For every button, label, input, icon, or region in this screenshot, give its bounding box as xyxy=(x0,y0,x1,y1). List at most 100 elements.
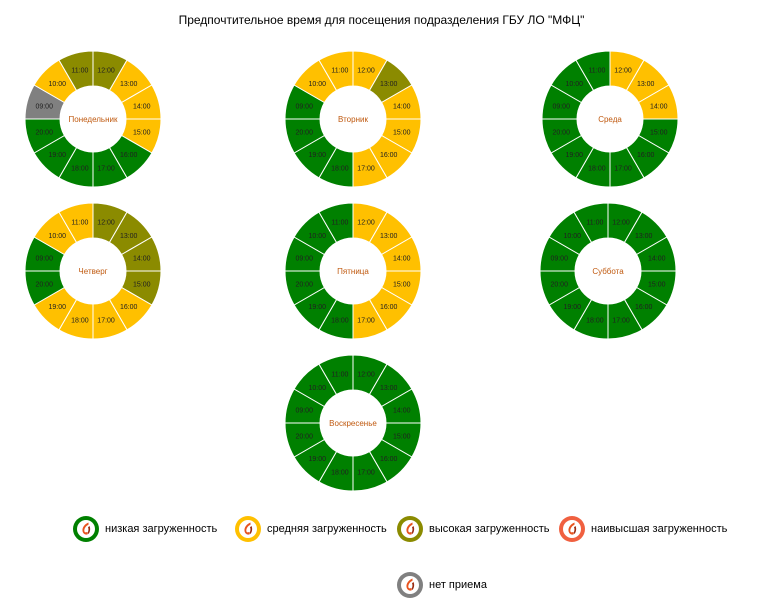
slice-time-label: 15:00 xyxy=(648,282,666,289)
legend-label-low: низкая загруженность xyxy=(105,523,218,535)
slice-time-label: 13:00 xyxy=(380,385,398,392)
slice-time-label: 12:00 xyxy=(357,372,375,379)
day-label: Пятница xyxy=(337,267,369,276)
slice-time-label: 18:00 xyxy=(331,469,349,476)
slice-time-label: 17:00 xyxy=(357,165,375,172)
day-donut-chart: 09:00 10:00 11:00 12:00 13:00 14:00 15:00 16:00… xyxy=(284,202,422,340)
slice-time-label: 11:00 xyxy=(331,372,348,379)
donut-slice xyxy=(24,118,66,154)
slice-time-label: 14:00 xyxy=(393,407,411,414)
slice-time-label: 17:00 xyxy=(97,165,115,172)
slice-time-label: 19:00 xyxy=(309,304,327,311)
legend-item-closed: нет приема xyxy=(395,570,487,600)
slice-time-label: 19:00 xyxy=(49,304,67,311)
slice-time-label: 18:00 xyxy=(331,317,349,324)
slice-time-label: 12:00 xyxy=(357,68,375,75)
slice-time-label: 13:00 xyxy=(120,233,138,240)
slice-time-label: 19:00 xyxy=(566,152,584,159)
donut-slice xyxy=(539,270,581,306)
slice-time-label: 15:00 xyxy=(650,130,668,137)
slice-time-label: 16:00 xyxy=(380,304,398,311)
slice-time-label: 19:00 xyxy=(49,152,67,159)
slice-time-label: 20:00 xyxy=(552,130,570,137)
slice-time-label: 10:00 xyxy=(309,385,327,392)
slice-time-label: 20:00 xyxy=(295,130,313,137)
slice-time-label: 12:00 xyxy=(612,220,630,227)
slice-time-label: 14:00 xyxy=(650,103,668,110)
slice-time-label: 13:00 xyxy=(380,81,398,88)
legend-item-low: низкая загруженность xyxy=(71,514,217,544)
slice-time-label: 13:00 xyxy=(120,81,138,88)
donut-slice xyxy=(541,118,583,154)
slice-time-label: 10:00 xyxy=(309,233,327,240)
legend-label-medium: средняя загруженность xyxy=(267,523,387,535)
slice-time-label: 18:00 xyxy=(331,165,349,172)
slice-time-label: 11:00 xyxy=(331,220,348,227)
slice-time-label: 10:00 xyxy=(49,81,67,88)
slice-time-label: 13:00 xyxy=(380,233,398,240)
slice-time-label: 14:00 xyxy=(133,103,151,110)
slice-time-label: 15:00 xyxy=(393,282,411,289)
legend-item-medium: средняя загруженность xyxy=(233,514,387,544)
slice-time-label: 16:00 xyxy=(635,304,653,311)
slice-time-label: 09:00 xyxy=(295,103,313,110)
slice-time-label: 18:00 xyxy=(71,317,89,324)
slice-time-label: 16:00 xyxy=(120,304,138,311)
slice-time-label: 20:00 xyxy=(35,130,53,137)
slice-time-label: 18:00 xyxy=(588,165,606,172)
highest-load-icon xyxy=(559,516,585,542)
page-title: Предпочтительное время для посещения под… xyxy=(178,13,585,27)
day-label: Воскресенье xyxy=(329,419,377,428)
slice-time-label: 15:00 xyxy=(393,434,411,441)
slice-time-label: 11:00 xyxy=(71,68,88,75)
day-label: Четверг xyxy=(78,267,107,276)
slice-time-label: 18:00 xyxy=(586,317,604,324)
slice-time-label: 14:00 xyxy=(393,103,411,110)
slice-time-label: 09:00 xyxy=(295,255,313,262)
donut-slice xyxy=(284,118,326,154)
slice-time-label: 10:00 xyxy=(309,81,327,88)
legend-label-closed: нет приема xyxy=(429,579,487,591)
slice-time-label: 12:00 xyxy=(357,220,375,227)
slice-time-label: 13:00 xyxy=(637,81,655,88)
slice-time-label: 16:00 xyxy=(380,456,398,463)
slice-time-label: 11:00 xyxy=(588,68,605,75)
day-donut-chart: 09:00 10:00 11:00 12:00 13:00 14:00 15:00 16:00… xyxy=(24,50,162,188)
slice-time-label: 15:00 xyxy=(133,130,151,137)
slice-time-label: 17:00 xyxy=(612,317,630,324)
slice-time-label: 11:00 xyxy=(71,220,88,227)
slice-time-label: 12:00 xyxy=(97,68,115,75)
slice-time-label: 18:00 xyxy=(71,165,89,172)
slice-time-label: 17:00 xyxy=(614,165,632,172)
high-load-icon xyxy=(397,516,423,542)
slice-time-label: 17:00 xyxy=(97,317,115,324)
slice-time-label: 12:00 xyxy=(97,220,115,227)
day-label: Суббота xyxy=(592,267,624,276)
slice-time-label: 20:00 xyxy=(295,282,313,289)
slice-time-label: 16:00 xyxy=(380,152,398,159)
day-donut-chart: 09:00 10:00 11:00 12:00 13:00 14:00 15:00 16:00… xyxy=(24,202,162,340)
slice-time-label: 17:00 xyxy=(357,469,375,476)
slice-time-label: 11:00 xyxy=(586,220,603,227)
slice-time-label: 16:00 xyxy=(120,152,138,159)
day-donut-chart: 09:00 10:00 11:00 12:00 13:00 14:00 15:00 16:00… xyxy=(284,50,422,188)
day-label: Понедельник xyxy=(69,115,118,124)
slice-time-label: 15:00 xyxy=(133,282,151,289)
slice-time-label: 20:00 xyxy=(35,282,53,289)
slice-time-label: 20:00 xyxy=(295,434,313,441)
medium-load-icon xyxy=(235,516,261,542)
slice-time-label: 14:00 xyxy=(133,255,151,262)
legend-item-highest: наивысшая загруженность xyxy=(557,514,727,544)
slice-time-label: 10:00 xyxy=(564,233,582,240)
slice-time-label: 09:00 xyxy=(552,103,570,110)
slice-time-label: 15:00 xyxy=(393,130,411,137)
donut-slice xyxy=(24,270,66,306)
slice-time-label: 19:00 xyxy=(309,152,327,159)
slice-time-label: 09:00 xyxy=(35,255,53,262)
day-label: Вторник xyxy=(338,115,368,124)
slice-time-label: 14:00 xyxy=(393,255,411,262)
slice-time-label: 12:00 xyxy=(614,68,632,75)
slice-time-label: 10:00 xyxy=(49,233,67,240)
slice-time-label: 10:00 xyxy=(566,81,584,88)
